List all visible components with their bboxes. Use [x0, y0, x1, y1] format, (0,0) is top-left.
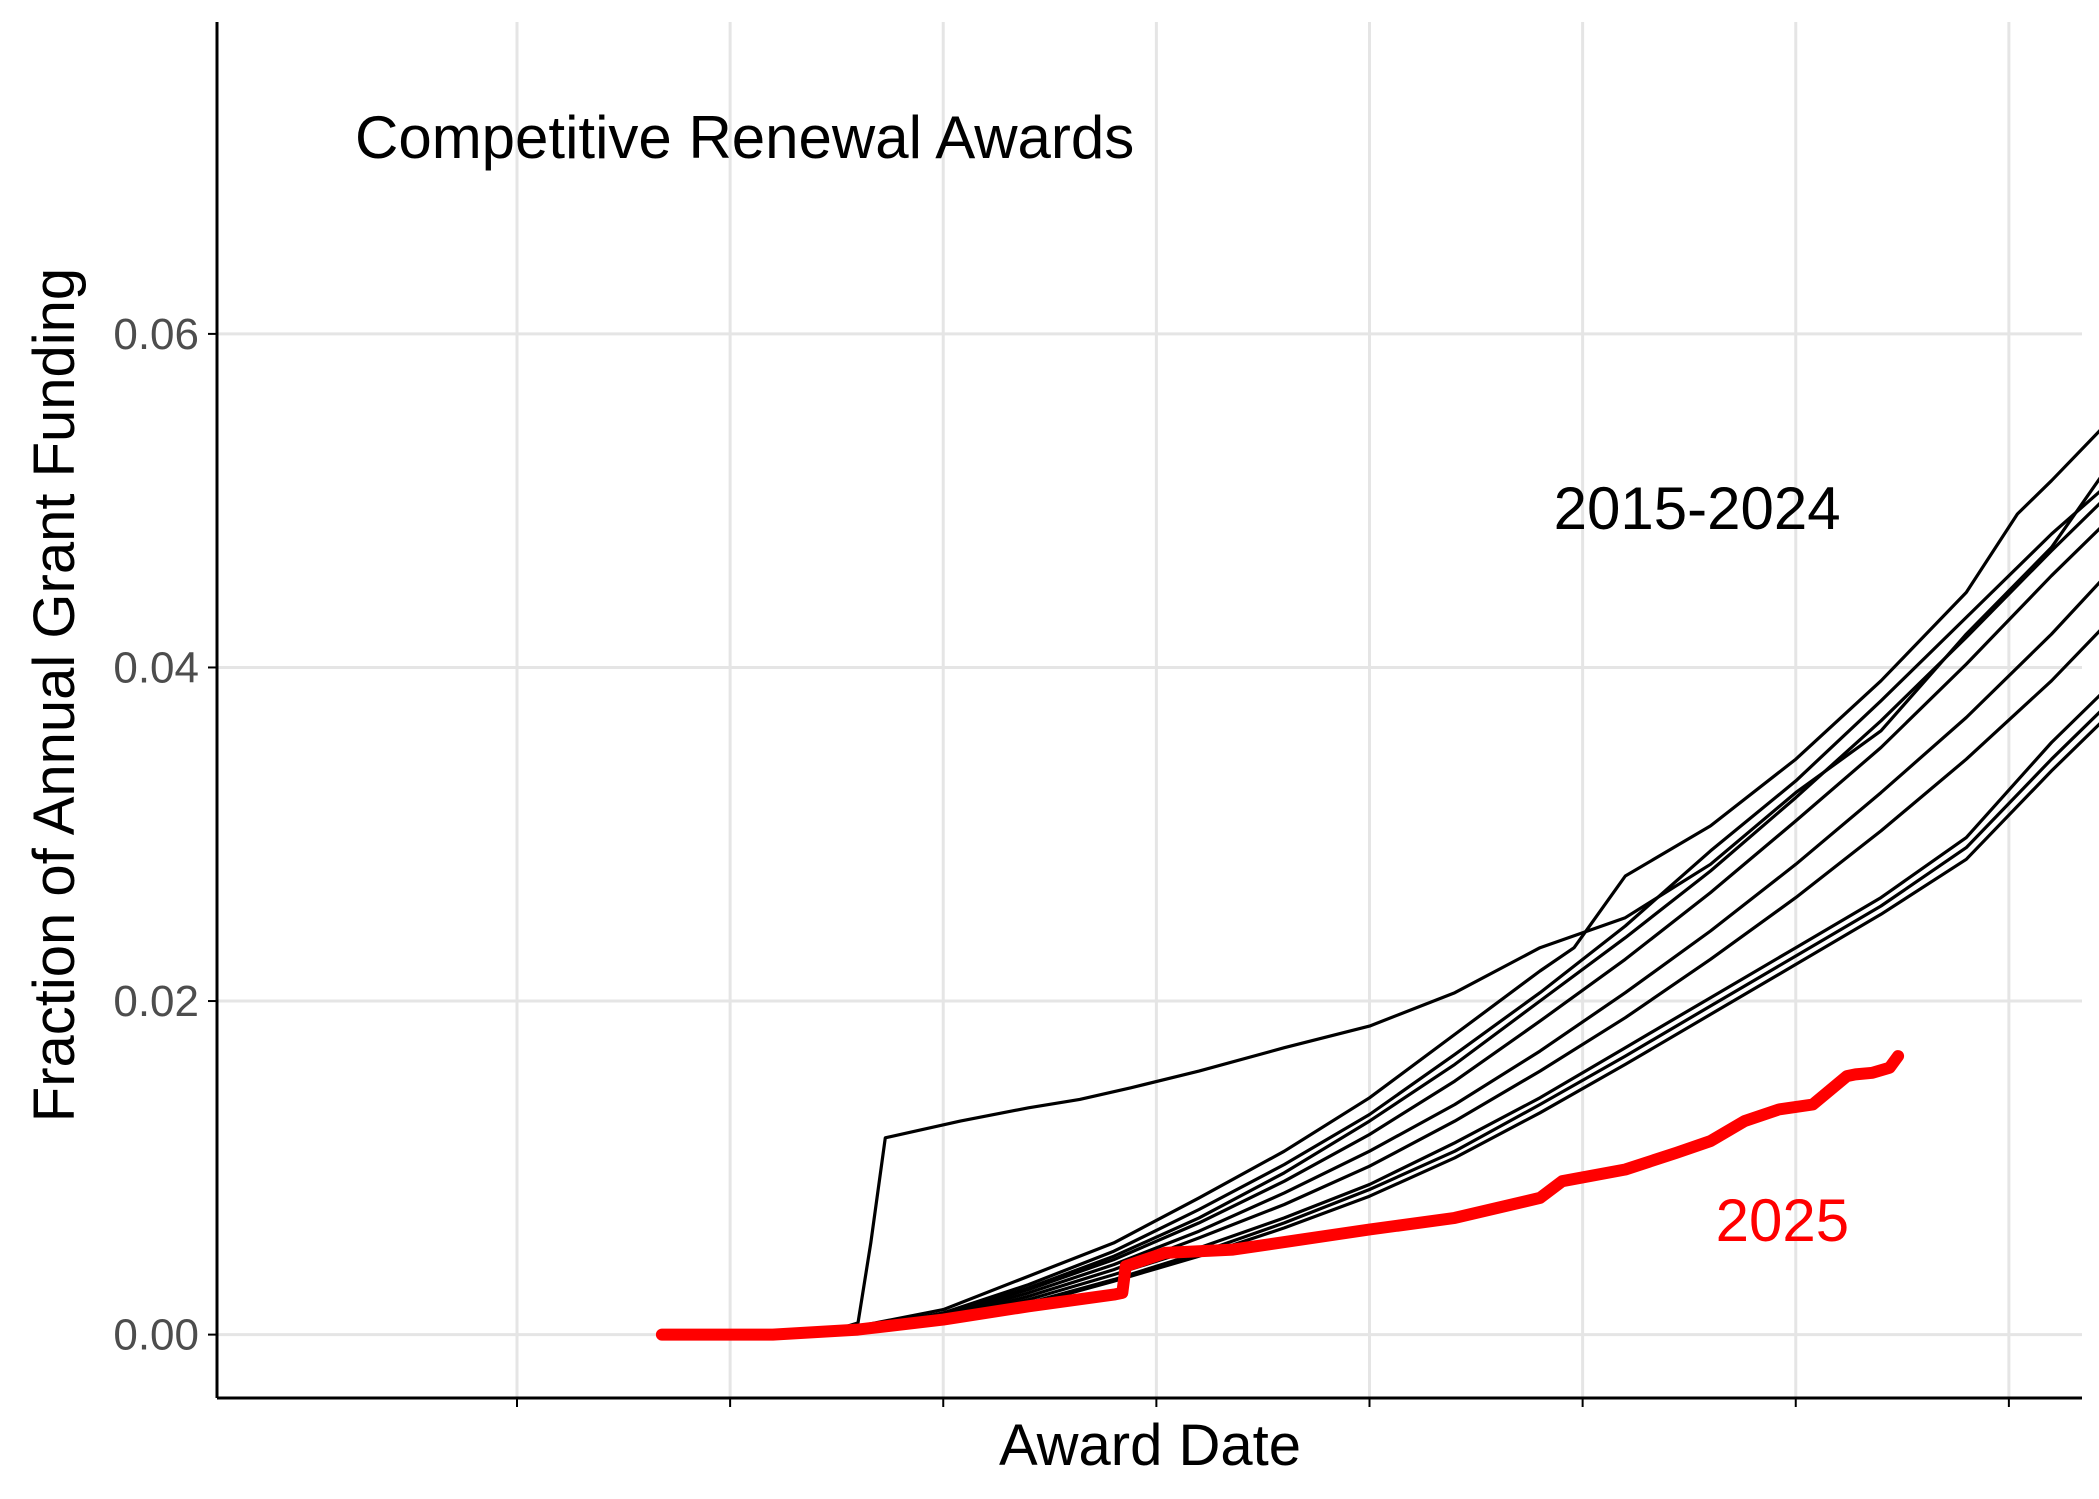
grid-layer [217, 22, 2082, 1398]
series-line-2025 [655, 1050, 1905, 1341]
y-tick-label: 0.06 [113, 310, 199, 359]
series-line-historical-3 [660, 490, 2099, 1337]
series-line-historical-5 [660, 527, 2099, 1337]
y-tick-label: 0.02 [113, 977, 199, 1026]
series-line-historical-2 [660, 429, 2099, 1337]
y-axis-title: Fraction of Annual Grant Funding [22, 268, 87, 1122]
series-layer [655, 429, 2099, 1341]
series-line-historical-1 [660, 476, 2099, 1337]
axes-layer [215, 22, 2082, 1400]
y-tick-label: 0.00 [113, 1311, 199, 1360]
chart-title: Competitive Renewal Awards [355, 104, 1134, 171]
y-tick-label: 0.04 [113, 643, 199, 692]
series-line-historical-9 [660, 710, 2099, 1337]
annotation-historical-label: 2015-2024 [1554, 475, 1841, 542]
ticks-layer: 0.00 0.02 0.04 0.06 [113, 310, 2010, 1407]
annotation-2025-label: 2025 [1716, 1187, 1849, 1254]
series-line-historical-8 [660, 693, 2099, 1337]
x-axis-title: Award Date [999, 1413, 1301, 1478]
